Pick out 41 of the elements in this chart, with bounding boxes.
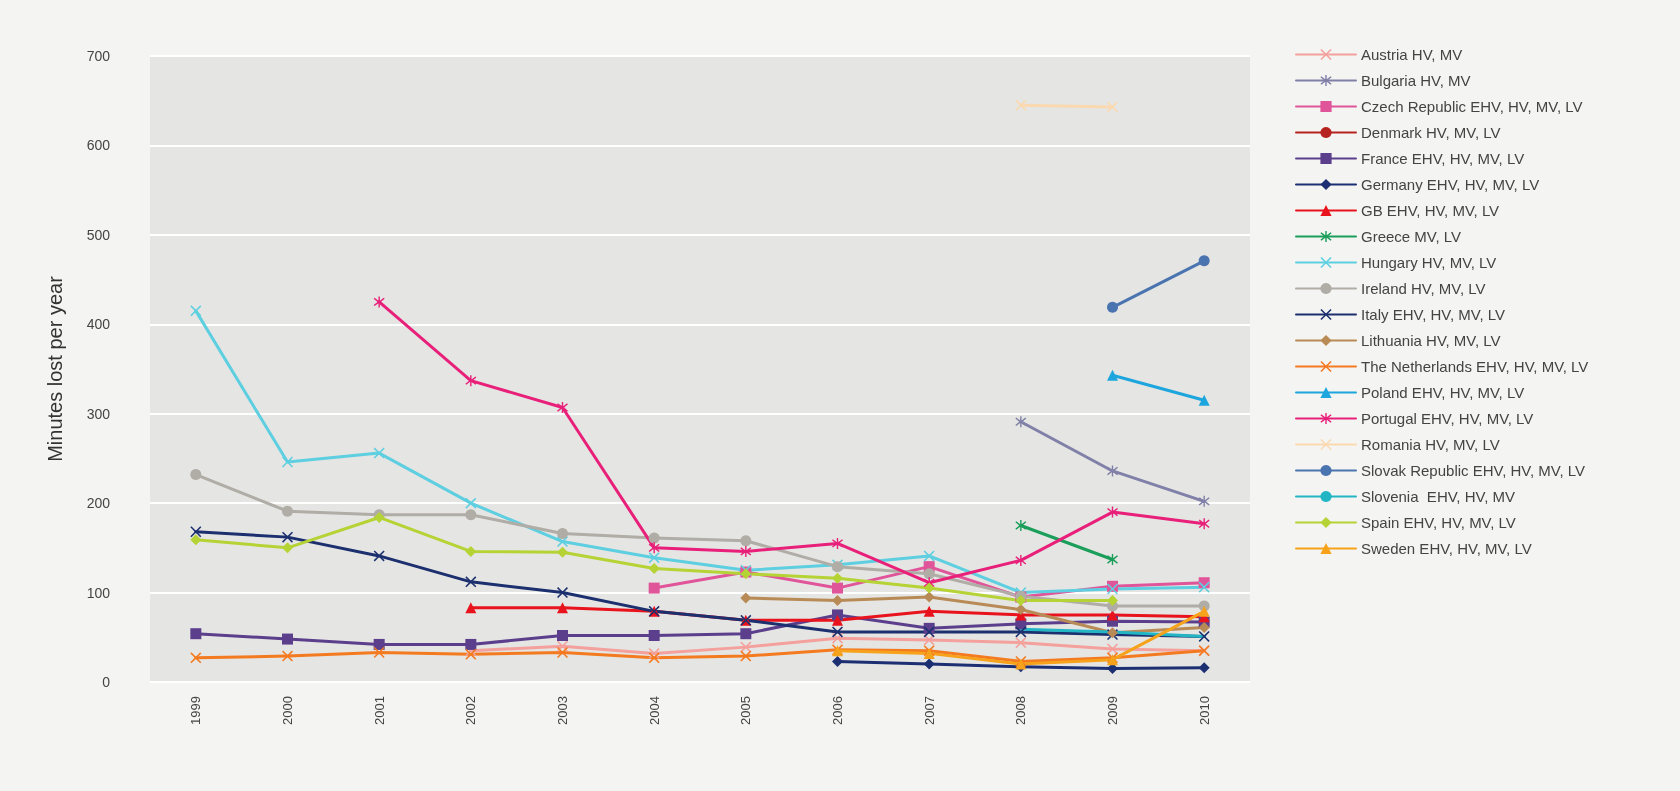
legend-label: Lithuania HV, MV, LV: [1361, 332, 1501, 349]
legend-label: Spain EHV, HV, MV, LV: [1361, 514, 1516, 531]
y-tick-label: 500: [86, 226, 111, 243]
legend-label: GB EHV, HV, MV, LV: [1361, 202, 1500, 219]
legend-label: The Netherlands EHV, HV, MV, LV: [1361, 358, 1589, 375]
legend-label: Denmark HV, MV, LV: [1361, 124, 1501, 141]
x-tick-label: 2003: [555, 696, 570, 725]
y-tick-label: 700: [86, 48, 111, 64]
legend-label: Bulgaria HV, MV: [1361, 72, 1471, 89]
y-axis-title: Minutes lost per year: [44, 275, 66, 462]
x-tick-label: 2010: [1196, 696, 1212, 725]
y-tick-label: 300: [86, 405, 111, 422]
x-tick-label: 2001: [371, 696, 387, 725]
legend-label: Germany EHV, HV, MV, LV: [1361, 176, 1540, 193]
legend-label: Poland EHV, HV, MV, LV: [1361, 384, 1525, 401]
legend-label: Slovak Republic EHV, HV, MV, LV: [1361, 462, 1586, 479]
legend-label: Ireland HV, MV, LV: [1361, 280, 1486, 297]
x-tick-label: 2005: [738, 696, 754, 725]
x-tick-label: 2009: [1105, 696, 1120, 725]
x-tick-label: 2006: [830, 696, 845, 725]
y-tick-label: 0: [102, 674, 111, 690]
x-tick-label: 1999: [188, 696, 204, 725]
legend-label: Hungary HV, MV, LV: [1361, 254, 1497, 271]
x-tick-label: 2007: [921, 696, 937, 725]
legend-label: Austria HV, MV: [1361, 46, 1463, 63]
legend-label: Slovenia EHV, HV, MV: [1361, 488, 1515, 505]
y-tick-label: 400: [86, 316, 111, 333]
y-tick-label: 100: [86, 584, 111, 601]
x-tick-label: 2008: [1013, 696, 1029, 725]
y-tick-label: 200: [86, 495, 111, 512]
legend-label: Czech Republic EHV, HV, MV, LV: [1361, 98, 1583, 115]
legend-label: Portugal EHV, HV, MV, LV: [1361, 410, 1534, 427]
x-tick-label: 2004: [646, 696, 662, 725]
x-tick-label: 2002: [463, 696, 479, 725]
legend-label: Greece MV, LV: [1361, 228, 1462, 245]
x-tick-label: 2000: [280, 696, 295, 725]
legend-label: France EHV, HV, MV, LV: [1361, 150, 1525, 167]
legend-label: Italy EHV, HV, MV, LV: [1361, 306, 1505, 323]
legend-label: Romania HV, MV, LV: [1361, 436, 1500, 453]
legend-label: Sweden EHV, HV, MV, LV: [1361, 540, 1532, 557]
y-tick-label: 600: [86, 137, 111, 154]
